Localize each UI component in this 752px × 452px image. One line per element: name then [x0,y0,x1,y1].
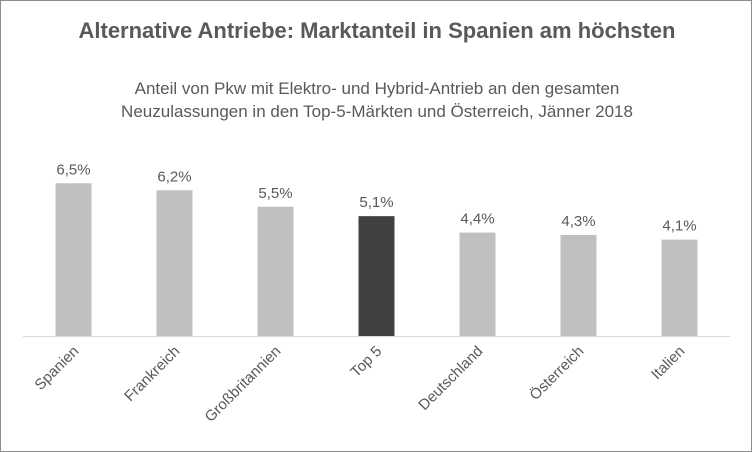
chart-subtitle: Anteil von Pkw mit Elektro- und Hybrid-A… [121,79,633,121]
category-label: Italien [648,343,688,383]
bar [257,206,294,336]
bar [55,183,92,336]
data-label: 4,3% [561,213,595,230]
bar [560,234,597,336]
category-label: Deutschland [415,343,486,414]
data-label: 5,5% [258,185,292,202]
data-label: 4,4% [460,211,494,228]
bar [358,216,395,336]
category-label: Top 5 [347,343,385,381]
bar [459,232,496,336]
category-label: Österreich [526,342,588,404]
category-label: Großbritannien [202,343,285,426]
bar [661,239,698,336]
data-label: 6,5% [56,161,90,178]
category-label: Spanien [31,343,82,394]
chart-title: Alternative Antriebe: Marktanteil in Spa… [78,18,676,43]
bar [156,190,193,336]
category-label: Frankreich [121,343,183,405]
data-label: 5,1% [359,194,393,211]
data-label: 6,2% [157,168,191,185]
data-label: 4,1% [662,218,696,235]
